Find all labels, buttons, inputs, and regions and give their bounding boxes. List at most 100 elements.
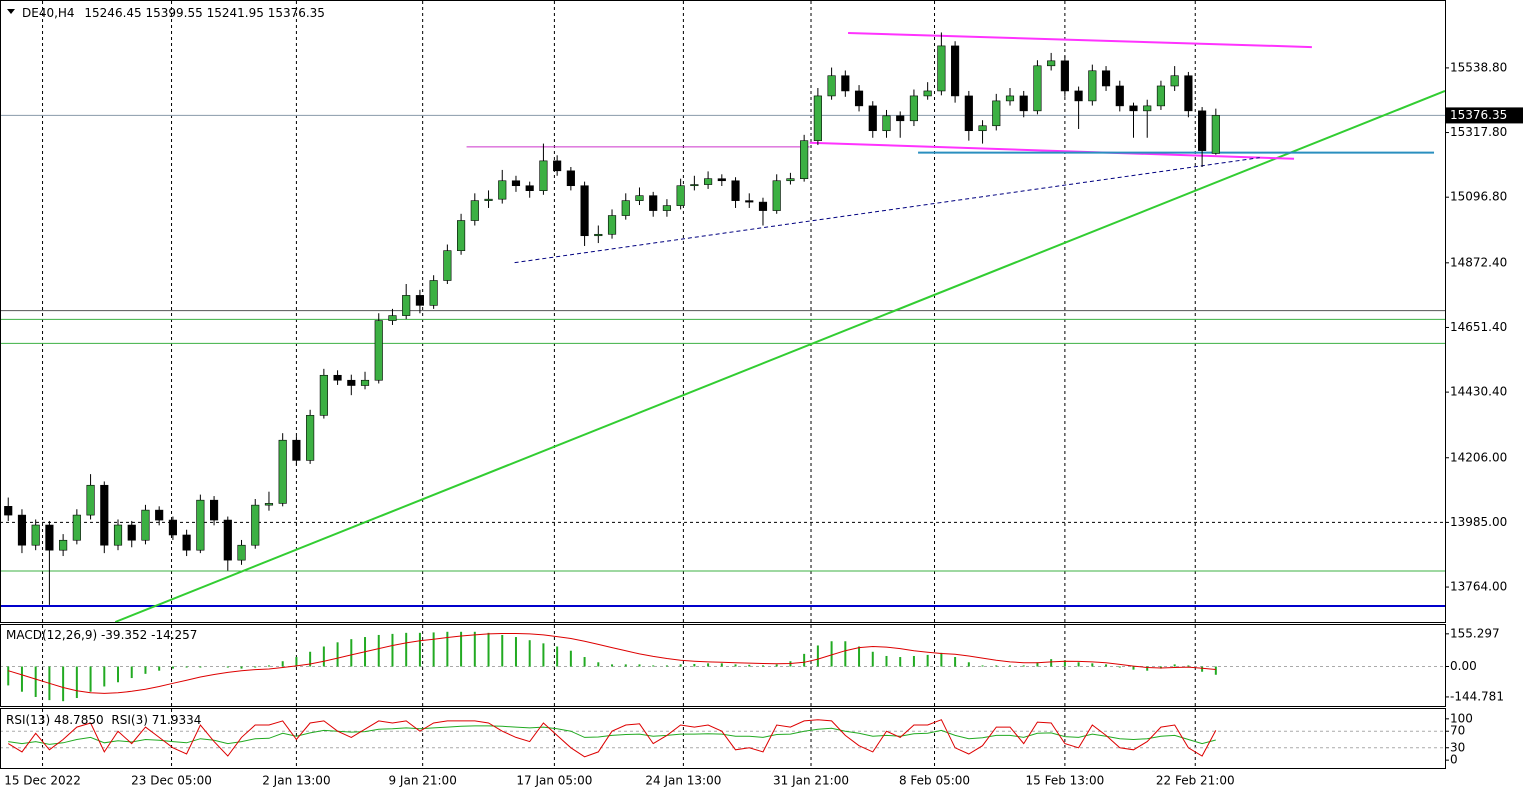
candle-body [1211, 115, 1220, 154]
rsi-line [8, 725, 1216, 745]
candle-body [525, 185, 534, 191]
trendline [848, 32, 1312, 49]
candle-body [127, 524, 136, 541]
main-header: DE40,H4 15246.45 15399.55 15241.95 15376… [22, 6, 325, 20]
candle-body [854, 90, 864, 107]
price-tag-label: 15376.35 [1450, 108, 1507, 122]
candle-body [498, 180, 507, 200]
candle-body [333, 374, 342, 381]
open: 15246.45 [84, 6, 141, 20]
candle-body [1005, 95, 1015, 102]
y-tick-label: 14206.00 [1450, 450, 1507, 464]
rsi13-name: RSI(13) [6, 713, 50, 727]
macd-title: MACD(12,26,9) [6, 628, 97, 642]
signal-line [8, 633, 1216, 694]
candle-body [827, 75, 836, 97]
x-tick-label: 9 Jan 21:00 [388, 774, 456, 788]
y-tick-label: 30 [1450, 740, 1465, 754]
y-tick-label: 13985.00 [1450, 515, 1507, 529]
y-tick-label: 14651.40 [1450, 320, 1507, 334]
trendline [114, 90, 1446, 623]
trendline [809, 141, 1295, 160]
candle-body [896, 115, 905, 122]
candle-body [553, 160, 562, 172]
candle-body [278, 439, 287, 504]
candle-body [978, 125, 987, 132]
signal-value: -14.257 [151, 628, 197, 642]
rsi-header: RSI(13) 48.7850 RSI(3) 71.9334 [6, 713, 201, 727]
grid [42, 1, 1196, 768]
candle-body [594, 233, 603, 237]
macd-frame [0, 624, 1446, 707]
candle-body [566, 170, 575, 187]
candle-body [484, 198, 493, 201]
close: 15376.35 [268, 6, 325, 20]
candle-body [1115, 85, 1124, 107]
candle-body [539, 160, 548, 191]
candle-body [210, 499, 219, 521]
candle-body [1129, 105, 1138, 112]
candle-body [402, 295, 411, 316]
candle-body [1170, 75, 1179, 87]
candle-body [4, 506, 13, 516]
candle-body [731, 180, 740, 201]
candle-body [841, 75, 850, 92]
main-frame [0, 0, 1446, 623]
candle-body [511, 180, 521, 187]
candle-body [649, 195, 658, 211]
candle-body [31, 524, 40, 546]
candle-body [1156, 85, 1166, 107]
candle-body [800, 140, 809, 180]
candle-body [964, 95, 973, 132]
candle-body [306, 415, 315, 461]
candle-body [745, 200, 754, 203]
candle-body [72, 514, 81, 541]
x-tick-label: 22 Feb 21:00 [1156, 774, 1235, 788]
candle-body [443, 250, 452, 281]
y-tick-label: 15096.80 [1450, 190, 1507, 204]
candle-body [1184, 75, 1193, 112]
macd-header: MACD(12,26,9) -39.352 -14.257 [6, 628, 197, 642]
candle-body [690, 184, 699, 187]
plot [0, 32, 1446, 758]
candle-body [772, 180, 781, 211]
x-tick-label: 15 Dec 2022 [4, 774, 81, 788]
candle-body [1019, 95, 1028, 112]
candle-body [992, 100, 1001, 127]
candle-body [292, 439, 301, 461]
candle-body [1033, 65, 1042, 112]
rsi-frame [0, 708, 1446, 769]
candle-body [704, 178, 713, 185]
y-tick-label: 0 [1450, 753, 1458, 767]
candle-body [223, 519, 232, 561]
candle-body [909, 95, 919, 122]
candle-body [676, 185, 685, 206]
candle-body [470, 200, 479, 221]
menu-arrow [7, 9, 15, 14]
x-tick-label: 8 Feb 05:00 [899, 774, 970, 788]
candle-body [374, 320, 383, 381]
candle-body [662, 205, 671, 211]
candle-body [1088, 70, 1097, 102]
candle-body [113, 524, 123, 546]
candle-body [937, 45, 946, 92]
rsi3-value: 71.9334 [152, 713, 202, 727]
candle-body [251, 504, 260, 546]
x-tick-label: 2 Jan 13:00 [262, 774, 330, 788]
x-tick-label: 17 Jan 05:00 [516, 774, 592, 788]
symbol: DE40,H4 [22, 6, 75, 20]
y-tick-label: 0.00 [1450, 659, 1477, 673]
candle-body [59, 539, 68, 551]
candle-body [86, 484, 95, 516]
rsi-line [7, 719, 1217, 758]
rsi13-value: 48.7850 [54, 713, 104, 727]
candle-body [1198, 110, 1207, 151]
candle-body [758, 201, 768, 211]
y-tick-label: 155.297 [1450, 626, 1500, 640]
candle-body [882, 115, 891, 132]
x-tick-label: 23 Dec 05:00 [131, 774, 212, 788]
candle-body [319, 374, 328, 416]
candle-body [155, 509, 164, 521]
y-tick-label: 15317.80 [1450, 125, 1507, 139]
